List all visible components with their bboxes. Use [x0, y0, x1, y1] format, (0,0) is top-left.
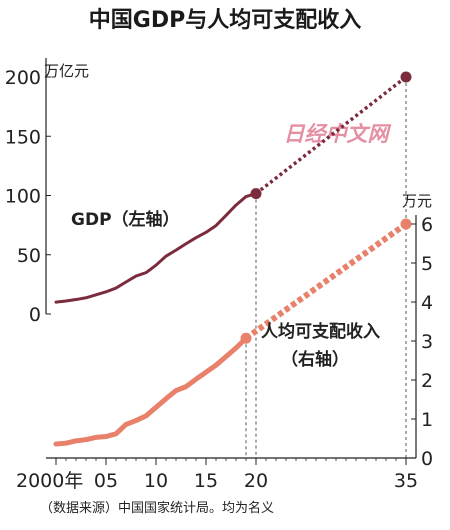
chart-title: 中国GDP与人均可支配收入	[89, 7, 361, 33]
right-tick-label-1: 1	[421, 409, 433, 431]
left-tick-label-200: 200	[5, 67, 41, 89]
right-tick-label-5: 5	[421, 253, 433, 275]
series-label-gdp: GDP（左轴）	[71, 209, 180, 230]
series-marker-actual-income	[240, 332, 252, 344]
left-axis-unit: 万亿元	[44, 62, 89, 80]
series-marker-target-income	[400, 218, 412, 230]
series-line-income	[53, 335, 249, 447]
series-marker-actual-gdp	[250, 188, 262, 200]
right-axis-unit: 万元	[402, 192, 432, 210]
series-label-income: 人均可支配收入	[261, 321, 380, 342]
series-projection-income	[244, 221, 408, 341]
x-tick-label-2035: 35	[394, 470, 418, 492]
source-note: （数据来源）中国国家统计局。均为名义	[40, 500, 274, 516]
right-tick-label-4: 4	[421, 292, 433, 314]
series-line-gdp	[54, 192, 258, 304]
watermark-logo: 日经中文网	[284, 122, 392, 146]
right-tick-label-2: 2	[421, 370, 433, 392]
left-tick-label-150: 150	[5, 126, 41, 148]
x-tick-label-2005: 05	[94, 470, 118, 492]
series-label-income-suffix: （右轴）	[281, 349, 349, 370]
left-tick-label-100: 100	[5, 186, 41, 208]
x-tick-label-2010: 10	[144, 470, 168, 492]
x-tick-label-2020: 20	[244, 470, 268, 492]
series-marker-target-gdp	[400, 71, 412, 83]
x-tick-label-2015: 15	[194, 470, 218, 492]
right-tick-label-0: 0	[421, 448, 433, 470]
series-projection-gdp	[254, 75, 408, 195]
right-tick-label-3: 3	[421, 331, 433, 353]
x-tick-label-2000: 2000年	[16, 470, 83, 492]
left-tick-label-0: 0	[29, 304, 41, 326]
left-tick-label-50: 50	[17, 245, 41, 267]
right-tick-label-6: 6	[421, 214, 433, 236]
